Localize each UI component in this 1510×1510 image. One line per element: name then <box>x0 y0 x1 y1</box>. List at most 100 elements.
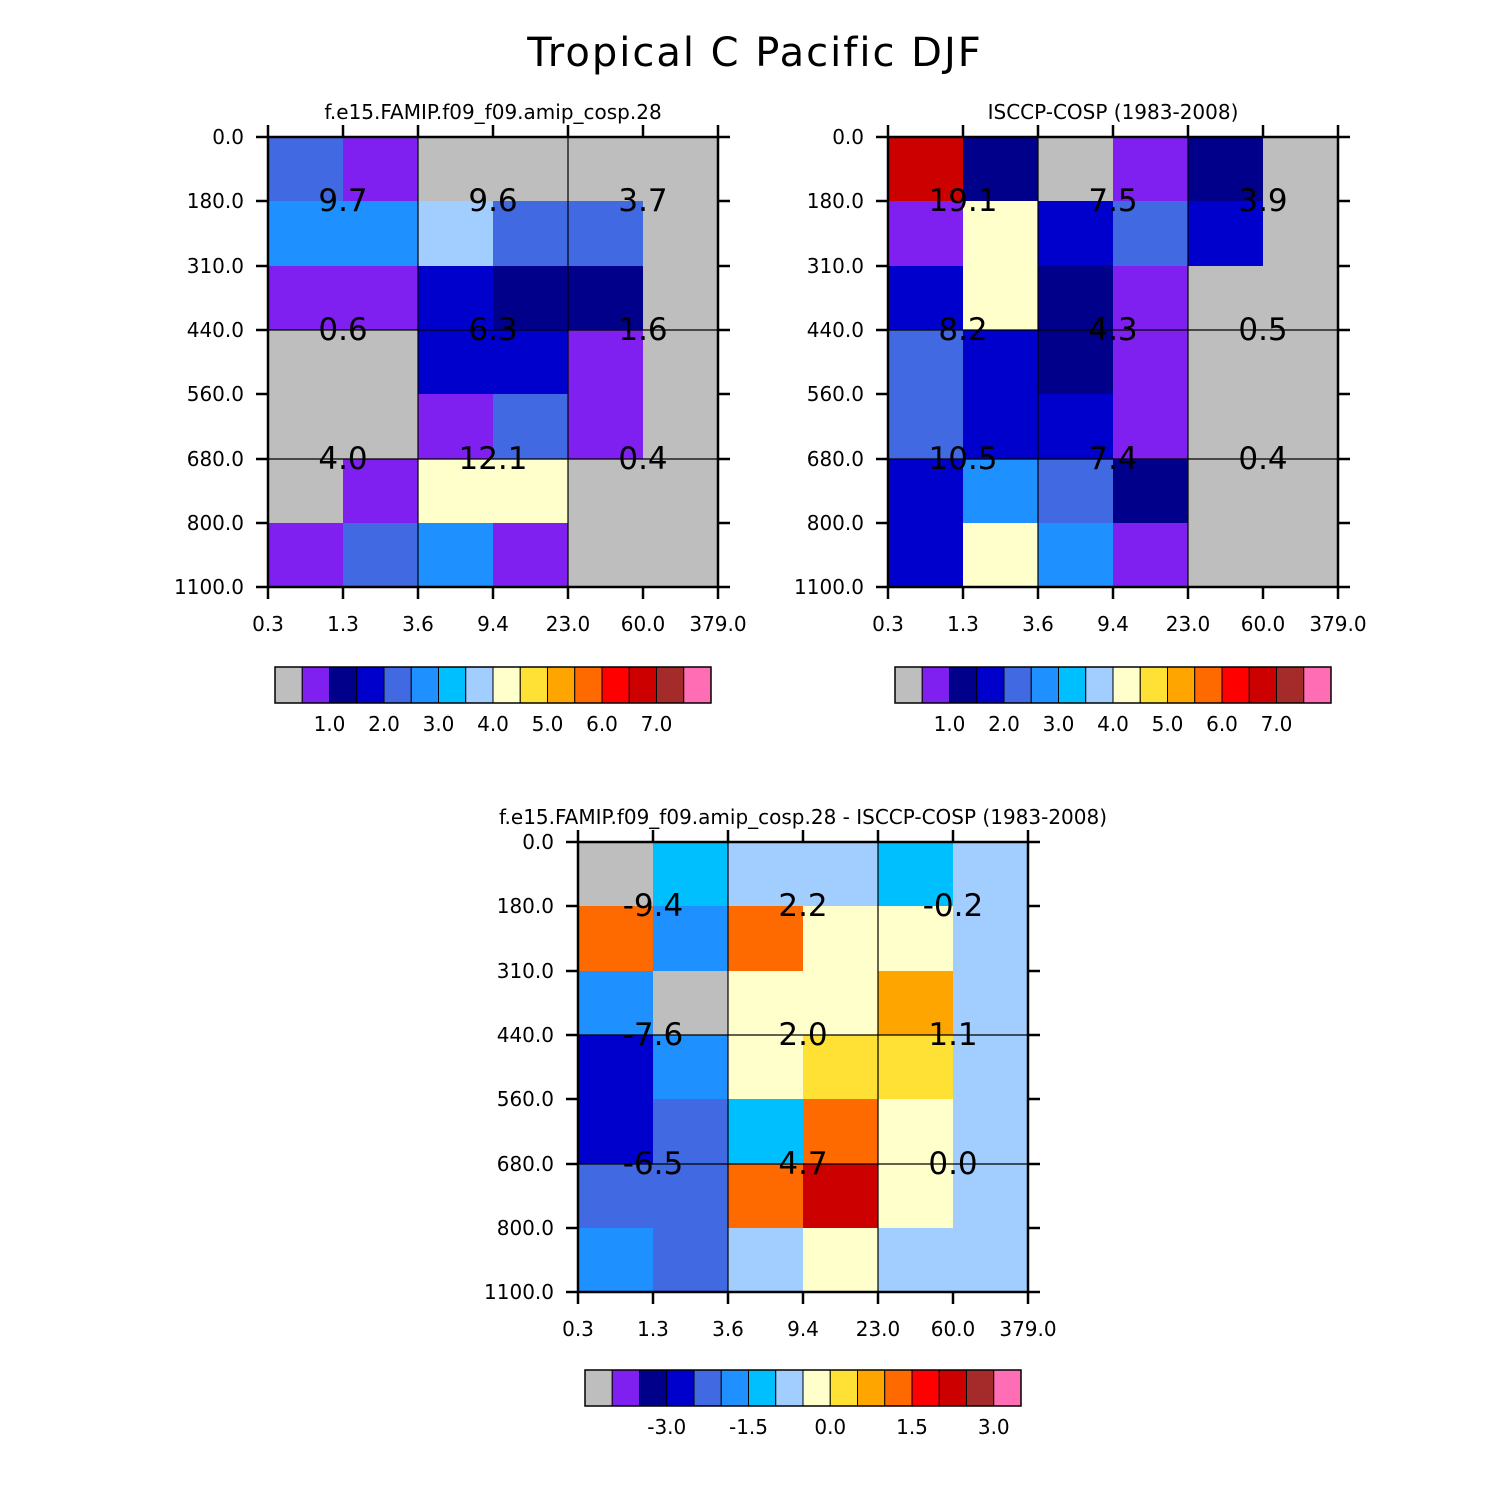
colorbar-swatch <box>465 666 494 704</box>
heatmap-cell <box>803 971 879 1036</box>
y-tick-label: 310.0 <box>497 959 554 983</box>
block-total-label: -7.6 <box>623 1017 684 1053</box>
colorbar-swatch <box>519 666 548 704</box>
x-tick-label: 379.0 <box>1309 612 1366 636</box>
heatmap-cell <box>493 201 569 267</box>
heatmap-cell <box>878 1035 954 1100</box>
colorbar-swatch <box>611 1369 640 1407</box>
heatmap-cell <box>568 201 644 267</box>
colorbar-label: 1.0 <box>314 712 346 736</box>
heatmap-cell <box>268 523 344 588</box>
heatmap-cell <box>728 1228 804 1293</box>
colorbar-label: 3.0 <box>1043 712 1075 736</box>
panel-title: ISCCP-COSP (1983-2008) <box>988 100 1239 124</box>
colorbar-swatch <box>329 666 358 704</box>
heatmap-cell <box>418 523 494 588</box>
colorbar-swatch <box>1003 666 1032 704</box>
heatmap-cell <box>728 1099 804 1165</box>
heatmap-cell <box>878 971 954 1036</box>
heatmap-cell <box>1038 523 1114 588</box>
heatmap-cell <box>878 906 954 972</box>
heatmap-cell <box>1113 523 1189 588</box>
heatmap-cell <box>963 330 1039 395</box>
x-tick-label: 23.0 <box>856 1317 901 1341</box>
block-total-label: 12.1 <box>458 441 527 477</box>
y-tick-label: 680.0 <box>187 447 244 471</box>
x-tick-label: 60.0 <box>1241 612 1286 636</box>
colorbar-swatch <box>966 1369 995 1407</box>
colorbar-swatch <box>949 666 978 704</box>
colorbar-label: -3.0 <box>647 1415 686 1439</box>
colorbar-label: 5.0 <box>1152 712 1184 736</box>
block-total-label: 1.1 <box>928 1017 977 1053</box>
heatmap-panel-3: 0.3 1.3 3.6 9.4 23.0 60.0 379.0 0.0 180.0 310.0 44… <box>484 805 1107 1439</box>
x-tick-label: 0.3 <box>562 1317 594 1341</box>
heatmap-cell <box>878 842 954 907</box>
heatmap-cell <box>1188 266 1264 331</box>
heatmap-cell <box>343 330 419 395</box>
heatmap-cell <box>493 394 569 460</box>
y-tick-label: 1100.0 <box>484 1280 554 1304</box>
colorbar-swatch <box>911 1369 940 1407</box>
block-total-label: -6.5 <box>623 1146 684 1182</box>
block-total-label: 0.6 <box>318 312 367 348</box>
block-total-label: 7.4 <box>1088 441 1137 477</box>
heatmap-cell <box>578 971 654 1036</box>
x-tick-label: 3.6 <box>402 612 434 636</box>
heatmap-cell <box>803 1164 879 1229</box>
colorbar-label: 5.0 <box>532 712 564 736</box>
heatmap-cell <box>1038 330 1114 395</box>
y-tick-label: 180.0 <box>807 189 864 213</box>
block-total-label: 10.5 <box>928 441 997 477</box>
colorbar-label: 2.0 <box>368 712 400 736</box>
heatmap-cell <box>888 394 964 460</box>
colorbar-label: 1.0 <box>934 712 966 736</box>
y-tick-label: 180.0 <box>497 894 554 918</box>
colorbar-label: 0.0 <box>814 1415 846 1439</box>
colorbar-label: 7.0 <box>1261 712 1293 736</box>
heatmap-cell <box>803 1099 879 1165</box>
heatmap-cell <box>643 394 719 460</box>
colorbar-swatch <box>639 1369 668 1407</box>
block-total-label: 4.3 <box>1088 312 1137 348</box>
colorbar-swatch <box>1112 666 1141 704</box>
heatmap-cell <box>888 137 964 202</box>
heatmap-cell <box>728 1035 804 1100</box>
heatmap-cell <box>578 1228 654 1293</box>
heatmap-cell <box>343 137 419 202</box>
heatmap-cell <box>568 330 644 395</box>
heatmap-cell <box>493 459 569 524</box>
colorbar-label: 3.0 <box>978 1415 1010 1439</box>
colorbar-swatch <box>976 666 1005 704</box>
heatmap-cell <box>1038 394 1114 460</box>
heatmap-cell <box>963 394 1039 460</box>
heatmap-cell <box>493 137 569 202</box>
heatmap-cell <box>578 1164 654 1229</box>
heatmap-cell <box>1113 201 1189 267</box>
colorbar-swatch <box>383 666 412 704</box>
panel-title: f.e15.FAMIP.f09_f09.amip_cosp.28 - ISCCP… <box>499 805 1107 829</box>
heatmap-cell <box>953 1228 1029 1293</box>
heatmap-cell <box>343 459 419 524</box>
colorbar-swatch <box>628 666 657 704</box>
colorbar-swatch <box>1167 666 1196 704</box>
colorbar-swatch <box>356 666 385 704</box>
heatmap-cell <box>568 137 644 202</box>
heatmap-cell <box>1038 266 1114 331</box>
block-total-label: -9.4 <box>623 888 684 924</box>
colorbar-swatch <box>410 666 439 704</box>
heatmap-cell <box>578 1099 654 1165</box>
colorbar-label: 1.5 <box>896 1415 928 1439</box>
colorbar-swatch <box>601 666 630 704</box>
colorbar-swatch <box>938 1369 967 1407</box>
block-total-label: 2.2 <box>778 888 827 924</box>
colorbar-label: 2.0 <box>988 712 1020 736</box>
heatmap-cell <box>568 459 644 524</box>
x-tick-label: 23.0 <box>1166 612 1211 636</box>
block-total-label: 3.7 <box>618 183 667 219</box>
x-tick-label: 9.4 <box>1097 612 1129 636</box>
heatmap-cell <box>343 266 419 331</box>
y-tick-label: 680.0 <box>497 1152 554 1176</box>
colorbar-label: 4.0 <box>477 712 509 736</box>
x-tick-label: 60.0 <box>621 612 666 636</box>
